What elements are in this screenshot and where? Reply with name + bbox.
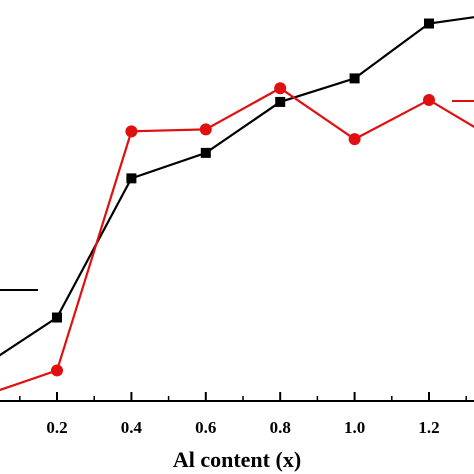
x-tick-label: 0.6 (195, 418, 216, 437)
data-point-circle (348, 133, 361, 146)
data-point-square (126, 173, 137, 184)
data-point-square (349, 73, 360, 84)
data-point-circle (199, 123, 212, 136)
series-line-red (0, 86, 474, 392)
data-point-circle (274, 82, 287, 95)
x-tick-label: 1.0 (344, 418, 365, 437)
series-layer (0, 16, 474, 392)
x-tick-label: 0.4 (121, 418, 143, 437)
legend (0, 100, 474, 291)
data-point-circle (51, 364, 63, 377)
x-axis-label: Al content (x) (173, 447, 301, 472)
data-point-square (200, 147, 211, 158)
series-line-black (0, 16, 474, 357)
x-tick-label: 1.2 (418, 418, 439, 437)
data-point-square (52, 312, 62, 323)
data-point-circle (423, 93, 435, 106)
data-point-square (424, 18, 434, 29)
data-point-square (275, 96, 286, 107)
x-axis-ticks: 0.2 0.4 0.6 0.8 1.0 1.2 (19, 392, 467, 437)
data-point-circle (125, 125, 138, 138)
x-tick-label: 0.2 (46, 418, 67, 437)
x-tick-label: 0.8 (270, 418, 291, 437)
